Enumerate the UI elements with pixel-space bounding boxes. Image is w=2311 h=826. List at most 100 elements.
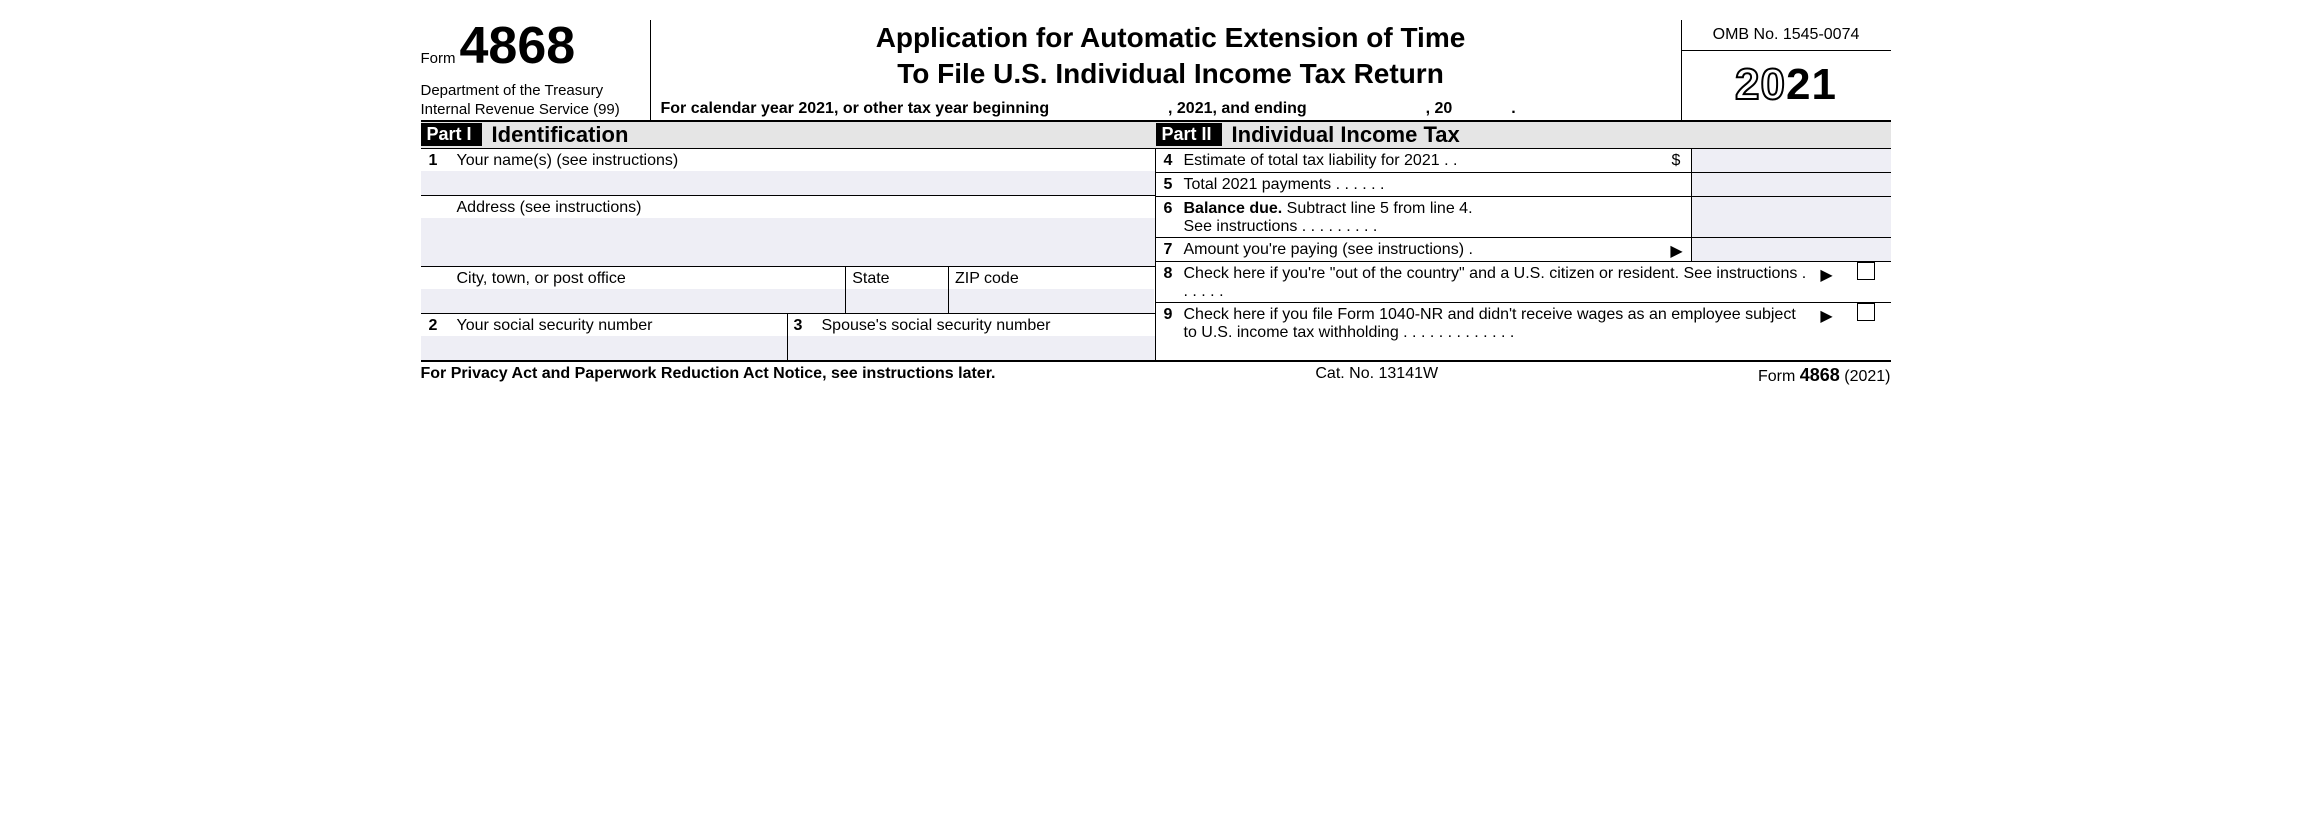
header-left: Form 4868 Department of the Treasury Int… bbox=[421, 20, 651, 120]
line4-row: 4 Estimate of total tax liability for 20… bbox=[1156, 149, 1891, 173]
dept-line2: Internal Revenue Service (99) bbox=[421, 101, 635, 120]
title-line1: Application for Automatic Extension of T… bbox=[661, 20, 1681, 56]
part1-body: 1 Your name(s) (see instructions) Addres… bbox=[421, 149, 1156, 360]
calendar-mid: , 2021, and ending bbox=[1168, 100, 1307, 117]
your-ssn-cell: 2 Your social security number bbox=[421, 314, 788, 360]
part1-header: Part I Identification bbox=[421, 122, 1156, 148]
line4-text: Estimate of total tax liability for 2021… bbox=[1184, 149, 1691, 171]
state-label-row: State bbox=[846, 267, 948, 289]
footer-cat-no: Cat. No. 13141W bbox=[1315, 365, 1438, 386]
line2-label: Your social security number bbox=[457, 317, 653, 335]
line8-number: 8 bbox=[1156, 262, 1184, 283]
footer-form-suffix: (2021) bbox=[1840, 368, 1891, 385]
spouse-ssn-cell: 3 Spouse's social security number bbox=[788, 314, 1155, 360]
line7-text: Amount you're paying (see instructions) … bbox=[1184, 238, 1663, 260]
form-number: 4868 bbox=[460, 20, 576, 72]
footer-privacy-notice: For Privacy Act and Paperwork Reduction … bbox=[421, 365, 996, 386]
line7-arrow-icon: ▶ bbox=[1663, 238, 1691, 261]
part2-body: 4 Estimate of total tax liability for 20… bbox=[1156, 149, 1891, 360]
zip-cell: ZIP code bbox=[949, 267, 1155, 313]
line4-number: 4 bbox=[1156, 149, 1184, 170]
parts-header-row: Part I Identification Part II Individual… bbox=[421, 122, 1891, 149]
line9-checkbox[interactable] bbox=[1857, 303, 1875, 321]
line2-label-row: 2 Your social security number bbox=[421, 314, 787, 336]
zip-input[interactable] bbox=[949, 289, 1155, 313]
line6-row: 6 Balance due. Subtract line 5 from line… bbox=[1156, 197, 1891, 238]
line6-number: 6 bbox=[1156, 197, 1184, 218]
line6-bold: Balance due. bbox=[1184, 200, 1283, 217]
ssn-row: 2 Your social security number 3 Spouse's… bbox=[421, 314, 1155, 360]
line5-number: 5 bbox=[1156, 173, 1184, 194]
form-footer: For Privacy Act and Paperwork Reduction … bbox=[421, 362, 1891, 386]
name-input[interactable] bbox=[421, 171, 1155, 195]
zip-label: ZIP code bbox=[955, 270, 1019, 288]
calendar-prefix: For calendar year 2021, or other tax yea… bbox=[661, 100, 1050, 117]
line8-checkbox[interactable] bbox=[1857, 262, 1875, 280]
line9-row: 9 Check here if you file Form 1040-NR an… bbox=[1156, 303, 1891, 343]
line5-amount-input[interactable] bbox=[1691, 173, 1891, 196]
line6-rest: Subtract line 5 from line 4. bbox=[1282, 200, 1472, 217]
city-input[interactable] bbox=[421, 289, 846, 313]
line3-label: Spouse's social security number bbox=[822, 317, 1051, 335]
line9-checkbox-col bbox=[1841, 303, 1891, 325]
address-indent bbox=[429, 199, 447, 217]
spouse-ssn-input[interactable] bbox=[788, 336, 1155, 360]
city-indent bbox=[429, 270, 447, 288]
form-header: Form 4868 Department of the Treasury Int… bbox=[421, 20, 1891, 122]
name-section: 1 Your name(s) (see instructions) bbox=[421, 149, 1155, 196]
header-middle: Application for Automatic Extension of T… bbox=[651, 20, 1681, 120]
calendar-year-row: For calendar year 2021, or other tax yea… bbox=[661, 100, 1681, 120]
title-line2: To File U.S. Individual Income Tax Retur… bbox=[661, 56, 1681, 92]
city-state-zip-row: City, town, or post office State ZIP cod… bbox=[421, 267, 1155, 314]
form-word-label: Form bbox=[421, 50, 456, 67]
line8-arrow-icon: ▶ bbox=[1813, 262, 1841, 289]
header-right: OMB No. 1545-0074 2021 bbox=[1681, 20, 1891, 120]
part2-header: Part II Individual Income Tax bbox=[1156, 122, 1891, 148]
line7-row: 7 Amount you're paying (see instructions… bbox=[1156, 238, 1891, 262]
line7-amount-input[interactable] bbox=[1691, 238, 1891, 261]
footer-form-number: 4868 bbox=[1800, 365, 1840, 385]
line5-text: Total 2021 payments . . . . . . bbox=[1184, 173, 1691, 195]
address-section: Address (see instructions) bbox=[421, 196, 1155, 267]
line9-arrow-icon: ▶ bbox=[1813, 303, 1841, 330]
tax-year: 2021 bbox=[1735, 60, 1837, 110]
part2-title: Individual Income Tax bbox=[1232, 122, 1460, 148]
footer-form-ref: Form 4868 (2021) bbox=[1758, 365, 1891, 386]
calendar-period: . bbox=[1511, 100, 1515, 117]
line9-number: 9 bbox=[1156, 303, 1184, 324]
dollar-sign: $ bbox=[1672, 152, 1681, 170]
year-bold: 21 bbox=[1786, 60, 1837, 109]
part1-badge: Part I bbox=[421, 123, 482, 146]
city-cell: City, town, or post office bbox=[421, 267, 847, 313]
part1-title: Identification bbox=[492, 122, 629, 148]
state-label: State bbox=[852, 270, 889, 288]
state-cell: State bbox=[846, 267, 949, 313]
zip-label-row: ZIP code bbox=[949, 267, 1155, 289]
line2-number: 2 bbox=[429, 317, 447, 335]
line1-number: 1 bbox=[429, 152, 447, 170]
line4-amount-input[interactable]: $ bbox=[1691, 149, 1891, 172]
footer-form-prefix: Form bbox=[1758, 368, 1800, 385]
line8-checkbox-col bbox=[1841, 262, 1891, 284]
line6-see-instructions: See instructions . . . . . . . . . bbox=[1184, 218, 1378, 235]
your-ssn-input[interactable] bbox=[421, 336, 787, 360]
line8-text: Check here if you're "out of the country… bbox=[1184, 262, 1813, 302]
calendar-suffix: , 20 bbox=[1426, 100, 1453, 117]
line6-text: Balance due. Subtract line 5 from line 4… bbox=[1184, 197, 1691, 237]
line5-row: 5 Total 2021 payments . . . . . . bbox=[1156, 173, 1891, 197]
line6-amount-input[interactable] bbox=[1691, 196, 1891, 237]
line3-number: 3 bbox=[794, 317, 812, 335]
year-outline: 20 bbox=[1735, 60, 1786, 109]
city-label: City, town, or post office bbox=[457, 270, 626, 288]
line9-text: Check here if you file Form 1040-NR and … bbox=[1184, 303, 1813, 343]
line1-label: Your name(s) (see instructions) bbox=[457, 152, 679, 170]
part2-badge: Part II bbox=[1156, 123, 1222, 146]
dept-line1: Department of the Treasury bbox=[421, 82, 635, 101]
address-label: Address (see instructions) bbox=[457, 199, 642, 217]
form-number-row: Form 4868 bbox=[421, 20, 635, 72]
line1-label-row: 1 Your name(s) (see instructions) bbox=[421, 149, 1155, 171]
address-input[interactable] bbox=[421, 218, 1155, 266]
state-input[interactable] bbox=[846, 289, 948, 313]
line3-label-row: 3 Spouse's social security number bbox=[788, 314, 1155, 336]
city-label-row: City, town, or post office bbox=[421, 267, 846, 289]
